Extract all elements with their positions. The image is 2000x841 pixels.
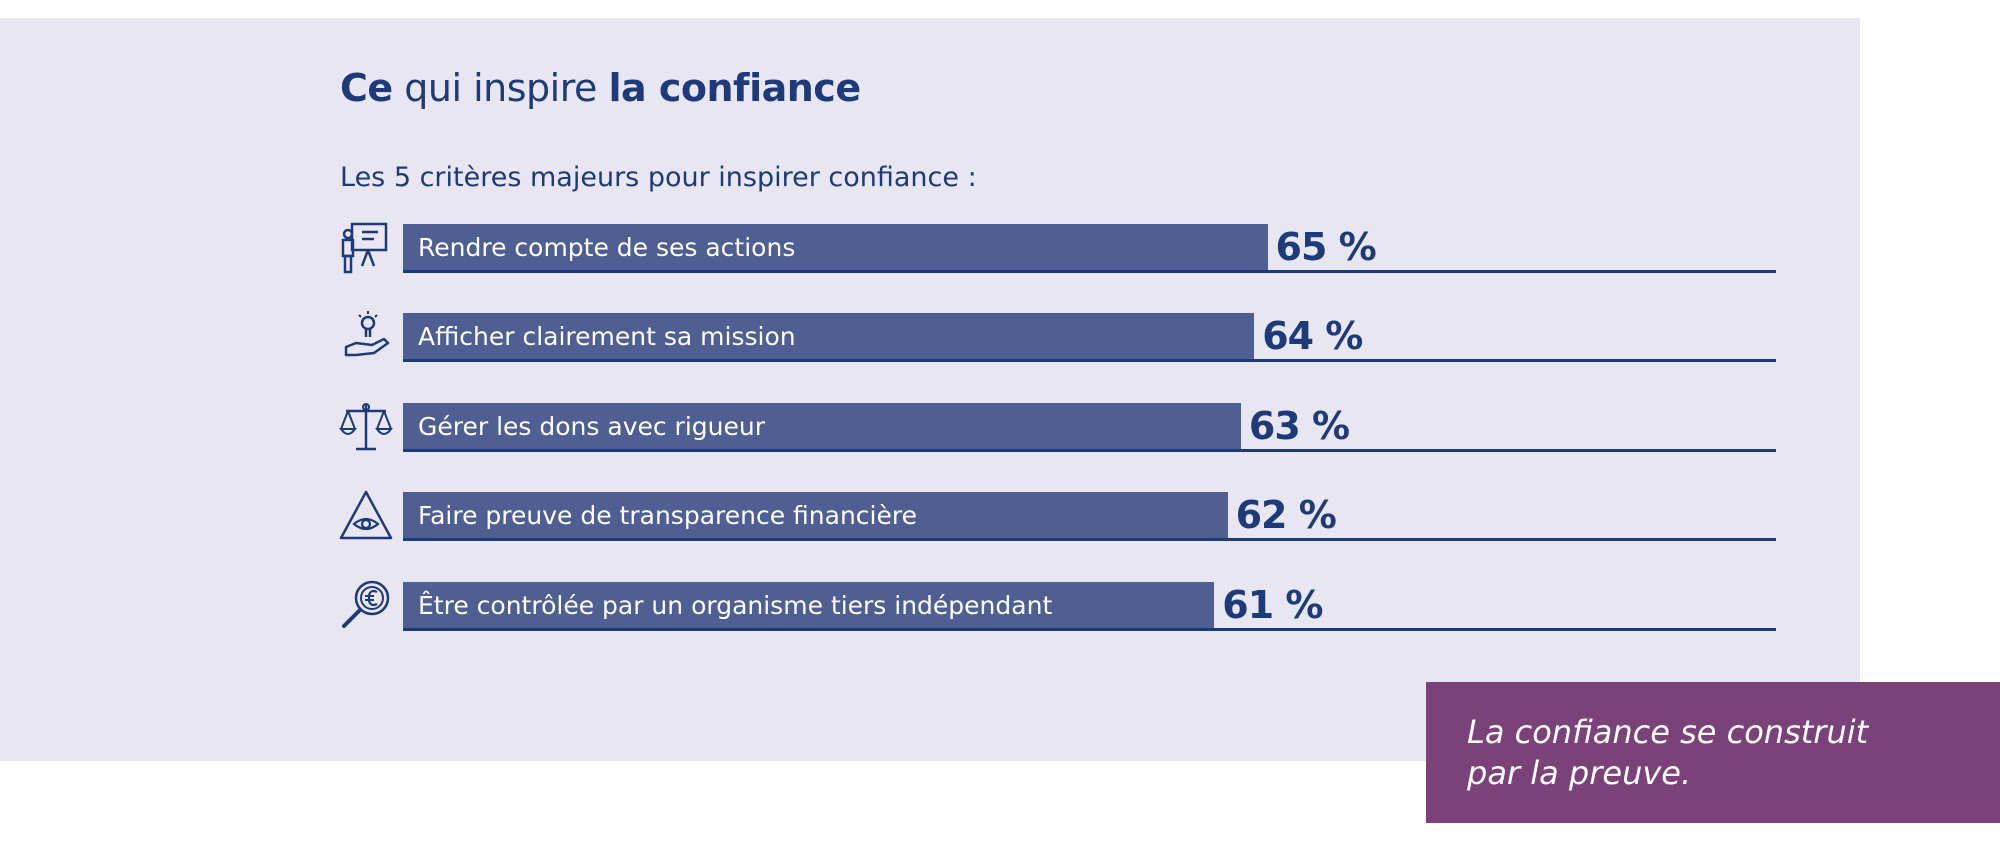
bar-value-label: 63 % xyxy=(1248,404,1350,448)
bar-baseline xyxy=(403,270,1776,273)
bar-baseline xyxy=(403,628,1776,631)
chart-subtitle: Les 5 critères majeurs pour inspirer con… xyxy=(340,162,977,193)
bar: Être contrôlée par un organisme tiers in… xyxy=(403,582,1215,629)
magnifier-euro-icon xyxy=(338,578,394,634)
bar: Rendre compte de ses actions xyxy=(403,224,1268,271)
quote-box: La confiance se construit par la preuve. xyxy=(1426,682,2000,823)
title-bold-ce: Ce xyxy=(340,66,393,110)
scales-icon xyxy=(338,399,394,455)
background-panel xyxy=(0,18,1860,761)
bar-baseline xyxy=(403,538,1776,541)
bar-value-label: 62 % xyxy=(1235,493,1337,537)
presentation-icon xyxy=(338,220,394,276)
bar-category-label: Gérer les dons avec rigueur xyxy=(418,412,765,441)
bar-value-label: 64 % xyxy=(1262,314,1363,358)
quote-line-2: par la preuve. xyxy=(1467,754,1692,792)
quote-text: La confiance se construit par la preuve. xyxy=(1467,712,1868,794)
bar-value-label: 61 % xyxy=(1222,583,1323,627)
page-title: Ce qui inspire la confiance xyxy=(340,66,861,110)
bar-baseline xyxy=(403,449,1776,452)
bar-category-label: Rendre compte de ses actions xyxy=(418,233,796,262)
title-regular: qui inspire xyxy=(392,66,609,110)
bar: Gérer les dons avec rigueur xyxy=(403,403,1241,450)
hand-lightbulb-icon xyxy=(338,309,394,365)
bar-value-label: 65 % xyxy=(1275,225,1377,269)
bar-baseline xyxy=(403,359,1776,362)
eye-triangle-icon xyxy=(338,488,394,544)
quote-line-1: La confiance se construit xyxy=(1467,713,1869,751)
bar-category-label: Être contrôlée par un organisme tiers in… xyxy=(418,591,1053,620)
bar: Afficher clairement sa mission xyxy=(403,313,1255,360)
bar-category-label: Faire preuve de transparence financière xyxy=(418,501,917,530)
bar: Faire preuve de transparence financière xyxy=(403,492,1228,539)
bar-category-label: Afficher clairement sa mission xyxy=(418,322,796,351)
title-bold-confiance: la confiance xyxy=(608,66,861,110)
